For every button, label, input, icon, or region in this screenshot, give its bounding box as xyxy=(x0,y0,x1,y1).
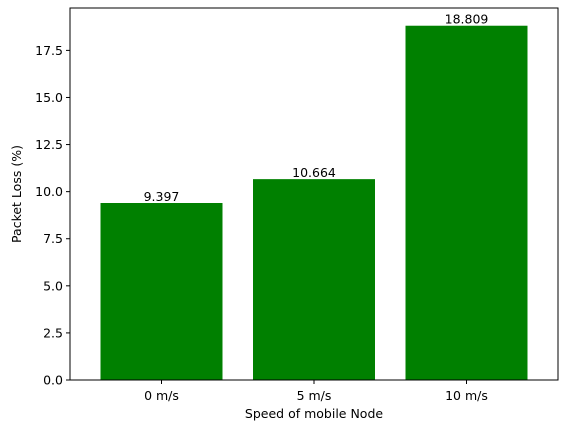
data-label-1: 10.664 xyxy=(292,165,336,180)
y-tick-label-6: 15.0 xyxy=(35,90,63,105)
y-tick-label-2: 5.0 xyxy=(43,278,63,293)
x-tick-label-2: 10 m/s xyxy=(445,388,488,403)
data-label-0: 9.397 xyxy=(144,189,180,204)
y-axis-label: Packet Loss (%) xyxy=(9,145,24,243)
bars-group xyxy=(100,25,528,380)
y-tick-label-3: 7.5 xyxy=(43,231,63,246)
y-tick-label-0: 0.0 xyxy=(43,373,63,388)
y-tick-label-7: 17.5 xyxy=(35,43,63,58)
y-tick-label-4: 10.0 xyxy=(35,184,63,199)
y-tick-label-5: 12.5 xyxy=(35,137,63,152)
x-tick-label-0: 0 m/s xyxy=(144,388,179,403)
bar-1 xyxy=(253,179,375,380)
bar-0 xyxy=(100,203,223,380)
x-axis: 0 m/s 5 m/s 10 m/s xyxy=(144,380,488,403)
x-axis-label: Speed of mobile Node xyxy=(245,406,383,421)
y-axis: 0.0 2.5 5.0 7.5 10.0 12.5 15.0 17.5 xyxy=(35,43,70,388)
bar-2 xyxy=(405,25,528,380)
data-label-2: 18.809 xyxy=(445,12,489,27)
data-labels-group: 9.397 10.664 18.809 xyxy=(144,12,489,204)
y-tick-label-1: 2.5 xyxy=(43,325,63,340)
x-tick-label-1: 5 m/s xyxy=(297,388,332,403)
